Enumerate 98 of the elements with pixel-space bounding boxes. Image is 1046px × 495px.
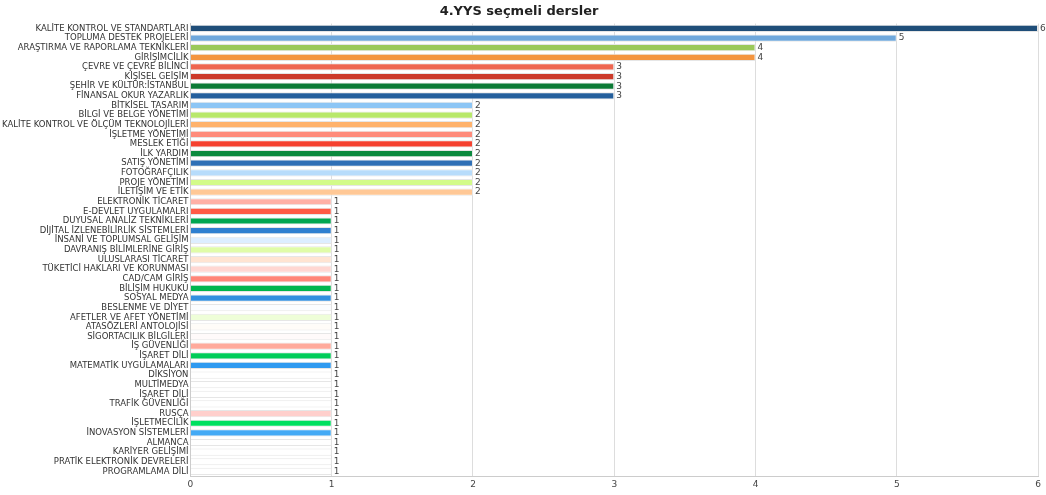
y-tick-label: CAD/CAM GİRİŞ: [122, 272, 189, 283]
data-label: 1: [333, 427, 340, 438]
y-tick-label: ALMANCA: [146, 436, 189, 447]
y-tick-label: TÜKETİCİ HAKLARI VE KORUNMASI: [41, 263, 189, 274]
data-label: 1: [333, 196, 340, 207]
data-label: 1: [333, 234, 340, 245]
data-label: 1: [333, 350, 340, 361]
data-label: 1: [333, 407, 340, 418]
y-tick-label: KALİTE KONTROL VE ÖLÇÜM TEKNOLOJİLERİ: [1, 118, 189, 129]
data-label: 1: [333, 224, 340, 235]
y-tick-label: PROGRAMLAMA DİLİ: [102, 465, 189, 476]
y-tick-label: AFETLER VE AFET YÖNETİMİ: [69, 311, 189, 322]
y-tick-label: MULTİMEDYA: [134, 378, 189, 389]
y-tick-label: ŞEHİR VE KÜLTÜR:İSTANBUL: [69, 80, 189, 91]
y-tick-label: İLK YARDIM: [140, 147, 189, 158]
y-tick-label: BİTKİSEL TASARIM: [111, 99, 189, 110]
data-label: 1: [333, 215, 340, 226]
y-tick-label: KALİTE KONTROL VE STANDARTLARI: [35, 22, 189, 33]
y-tick-label: İŞ GÜVENLİĞİ: [131, 339, 189, 351]
data-label: 5: [898, 32, 905, 43]
data-label: 3: [616, 80, 622, 91]
data-label: 1: [333, 263, 340, 274]
data-label: 1: [333, 244, 340, 255]
y-tick-label: ULUSLARASI TİCARET: [97, 253, 190, 264]
data-label: 1: [333, 369, 340, 380]
y-tick-label: DİKSİYON: [148, 369, 189, 380]
data-label: 3: [616, 90, 622, 101]
data-label: 2: [474, 176, 481, 187]
y-tick-label: FİNANSAL OKUR YAZARLIK: [76, 90, 189, 101]
data-label: 4: [757, 42, 764, 53]
data-label: 2: [474, 138, 481, 149]
x-tick-label: 1: [328, 478, 335, 489]
y-tick-label: PRATİK ELEKTRONİK DEVRELERİ: [53, 455, 189, 466]
x-tick-label: 3: [611, 478, 618, 489]
data-label: 1: [333, 398, 340, 409]
data-label: 2: [474, 109, 481, 120]
x-tick-label: 0: [187, 478, 194, 489]
y-tick-label: TOPLUMA DESTEK PROJELERİ: [63, 32, 189, 43]
y-tick-label: E-DEVLET UYGULAMALRI: [83, 205, 189, 216]
data-label: 6: [1040, 22, 1046, 33]
y-tick-label: ATASÖZLERİ ANTOLOJİSİ: [85, 321, 189, 332]
data-label: 1: [333, 302, 340, 313]
data-label: 2: [474, 128, 481, 139]
y-tick-label: İNOVASYON SİSTEMLERİ: [86, 427, 189, 438]
y-tick-label: RUSÇA: [159, 407, 189, 418]
data-label: 1: [333, 253, 340, 264]
data-label: 1: [333, 379, 340, 390]
x-tick-label: 4: [752, 478, 759, 489]
data-label: 2: [474, 147, 481, 158]
data-label: 1: [333, 205, 340, 216]
data-label: 2: [474, 167, 481, 178]
data-label: 1: [333, 330, 340, 341]
data-label: 3: [616, 61, 622, 72]
data-label: 2: [474, 119, 481, 130]
data-label: 1: [333, 446, 340, 457]
y-tick-label: MATEMATİK UYGULAMALARI: [69, 359, 189, 370]
y-tick-label: SOSYAL MEDYA: [124, 292, 189, 303]
y-tick-label: İNSANİ VE TOPLUMSAL GELİŞİM: [54, 234, 189, 245]
x-tick-label: 5: [893, 478, 900, 489]
y-tick-label: İŞLETMECİLİK: [131, 417, 189, 428]
data-label: 1: [333, 273, 340, 284]
y-tick-label: TRAFİK GÜVENLİĞİ: [108, 397, 189, 409]
data-label: 1: [333, 456, 340, 467]
y-tick-label: ELEKTRONİK TİCARET: [97, 195, 190, 206]
y-tick-label: FOTOĞRAFÇILIK: [120, 166, 189, 178]
y-tick-label: MESLEK ETİĞİ: [129, 137, 189, 149]
x-tick-label: 2: [470, 478, 476, 489]
data-label: 1: [333, 282, 340, 293]
y-tick-label: KARİYER GELİŞİMİ: [112, 446, 189, 457]
data-label: 1: [333, 417, 340, 428]
data-label: 1: [333, 311, 340, 322]
data-label: 1: [333, 340, 340, 351]
y-tick-label: BİLGİ VE BELGE YÖNETİMİ: [78, 109, 189, 120]
y-tick-label: PROJE YÖNETİMİ: [119, 176, 189, 187]
chart-title: 4.YYS seçmeli dersler: [439, 3, 599, 19]
y-tick-label: DAVRANIŞ BİLİMLERİNE GİRİŞ: [63, 244, 189, 255]
data-label: 3: [616, 70, 622, 81]
data-label: 1: [333, 292, 340, 303]
x-tick-label: 6: [1035, 478, 1042, 489]
y-tick-label: BESLENME VE DİYET: [101, 301, 190, 312]
y-tick-label: DUYUSAL ANALİZ TEKNİKLERİ: [62, 215, 189, 226]
y-tick-label: İLETİŞİM VE ETİK: [117, 186, 189, 197]
data-label: 2: [474, 186, 481, 197]
data-label: 2: [474, 99, 481, 110]
data-label: 2: [474, 157, 481, 168]
data-label: 1: [333, 465, 340, 476]
y-tick-label: GİRİŞİMCİLİK: [134, 51, 189, 62]
y-tick-label: BİLİŞİM HUKUKU: [119, 282, 189, 293]
data-label: 1: [333, 388, 340, 399]
y-tick-label: DİJİTAL İZLENEBİLİRLİK SİSTEMLERİ: [39, 224, 189, 235]
data-label: 4: [757, 51, 764, 62]
y-tick-label: ÇEVRE VE ÇEVRE BİLİNCİ: [82, 61, 189, 72]
y-tick-label: KİŞİSEL GEİŞİM: [124, 70, 189, 81]
y-tick-label: İŞARET DİLİ: [139, 350, 189, 361]
y-tick-label: ARAŞTIRMA VE RAPORLAMA TEKNİKLERİ: [17, 41, 189, 52]
data-label: 1: [333, 359, 340, 370]
data-label: 1: [333, 436, 340, 447]
data-label: 1: [333, 321, 340, 332]
